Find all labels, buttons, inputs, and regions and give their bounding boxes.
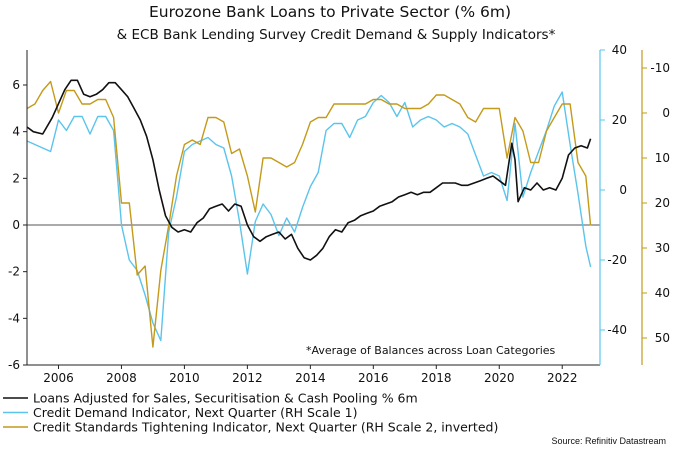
x-tick-label: 2022 [547, 371, 578, 385]
chart-title: Eurozone Bank Loans to Private Sector (%… [149, 3, 511, 21]
left-tick-label: -4 [8, 311, 20, 325]
x-tick-label: 2010 [169, 371, 200, 385]
right1-tick-label: 20 [612, 113, 627, 127]
chart-subtitle: & ECB Bank Lending Survey Credit Demand … [117, 27, 556, 43]
right1-tick-label: -40 [607, 323, 627, 337]
right2-tick-label: 30 [655, 241, 670, 255]
left-tick-label: 4 [12, 125, 20, 139]
right2-tick-label: 10 [655, 151, 670, 165]
right1-tick-label: 40 [612, 43, 627, 57]
left-tick-label: 6 [12, 78, 20, 92]
legend-label-left: Loans Adjusted for Sales, Securitisation… [33, 391, 418, 406]
left-tick-label: 0 [12, 218, 20, 232]
legend-label-right2: Credit Standards Tightening Indicator, N… [33, 420, 498, 435]
source-note: Source: Refinitiv Datastream [551, 436, 666, 446]
x-tick-label: 2016 [358, 371, 389, 385]
right2-tick-label: -10 [650, 61, 670, 75]
series-line-right1 [26, 91, 592, 342]
x-tick-label: 2008 [106, 371, 137, 385]
right2-tick-label: 40 [655, 286, 670, 300]
x-tick-label: 2020 [484, 371, 515, 385]
legend-label-right1: Credit Demand Indicator, Next Quarter (R… [33, 405, 357, 420]
series-line-right2 [26, 80, 592, 348]
x-tick-label: 2018 [421, 371, 452, 385]
left-tick-label: 2 [12, 171, 20, 185]
annotation-note: *Average of Balances across Loan Categor… [306, 344, 556, 357]
left-tick-label: -6 [8, 358, 20, 372]
right2-tick-label: 50 [655, 331, 670, 345]
series-line-left [26, 79, 592, 261]
right2-tick-label: 20 [655, 196, 670, 210]
right1-tick-label: 0 [619, 183, 627, 197]
x-tick-label: 2014 [295, 371, 326, 385]
axes-group [26, 50, 643, 366]
x-tick-label: 2012 [232, 371, 263, 385]
legend: Loans Adjusted for Sales, Securitisation… [3, 391, 498, 435]
x-tick-label: 2006 [43, 371, 74, 385]
right1-tick-label: -20 [607, 253, 627, 267]
left-tick-label: -2 [8, 265, 20, 279]
right2-tick-label: 0 [662, 106, 670, 120]
series-group [26, 79, 592, 348]
